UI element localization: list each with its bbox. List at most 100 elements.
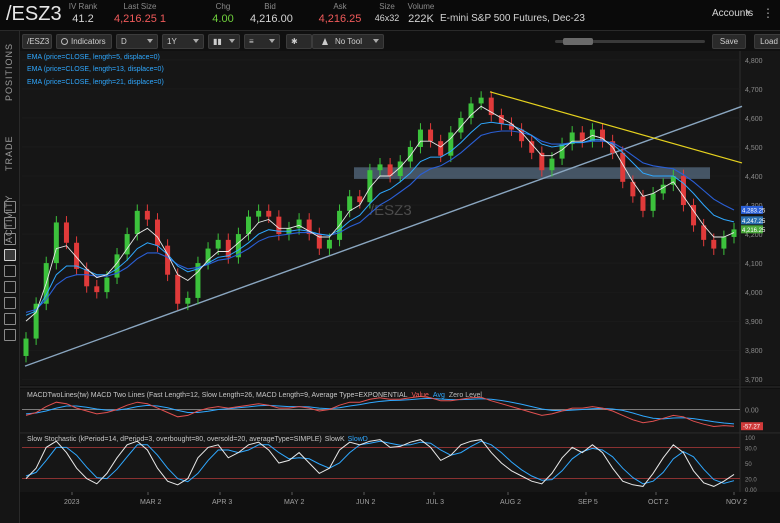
period-value: D (121, 37, 127, 46)
stochastic-tick-label: 0.00 (745, 488, 757, 494)
candle-body (104, 277, 110, 293)
price-chart[interactable]: /ESZ33,7003,8003,9004,0004,1004,2004,300… (20, 51, 780, 523)
candle-body (458, 117, 464, 133)
candle-body (387, 164, 393, 177)
drawing-select[interactable]: ≡ (244, 34, 280, 49)
tab-positions-label: POSITIONS (4, 42, 14, 101)
candle-body (114, 254, 120, 278)
ema21-line (25, 130, 735, 313)
macd-badge (741, 422, 763, 431)
ema13-line (25, 121, 735, 316)
y-tick-label: 4,000 (745, 290, 763, 297)
news-icon[interactable] (4, 217, 16, 229)
community-icon[interactable] (4, 297, 16, 309)
table-icon[interactable] (4, 281, 16, 293)
macd-value-label: Value (411, 392, 429, 399)
gear-icon (61, 38, 68, 45)
grid-icon[interactable] (4, 265, 16, 277)
symbol-field[interactable]: /ESZ3 (22, 34, 52, 49)
candle-body (63, 222, 69, 243)
x-tick-label: JUN 2 (356, 499, 376, 506)
period-select[interactable]: D (116, 34, 158, 49)
save-button[interactable]: Save (712, 34, 746, 49)
tools-button[interactable]: ✱ (286, 34, 312, 49)
chevron-down-icon (193, 39, 199, 43)
ema13-label[interactable]: EMA (price=CLOSE, length=13, displace=0) (27, 66, 164, 73)
candle-body (498, 115, 504, 124)
candle-body (306, 219, 312, 235)
x-tick-label: MAR 2 (140, 499, 162, 506)
candle-body (620, 152, 626, 182)
watchlist-icon[interactable] (4, 201, 16, 213)
symbol-title[interactable]: /ESZ3 (6, 3, 62, 25)
candle-body (478, 97, 484, 104)
zoom-slider[interactable] (555, 38, 705, 45)
chart-style-select[interactable]: ▮▮ (208, 34, 240, 49)
macd-zero-label: Zero Level (448, 392, 482, 399)
ask-value: 4,216.25 (318, 13, 362, 25)
candle-body (326, 239, 332, 249)
candle-body (316, 234, 322, 249)
macd-study-label[interactable]: MACDTwoLines(tw) MACD Two Lines (Fast Le… (27, 392, 482, 399)
candle-body (165, 245, 171, 275)
chart-icon[interactable] (4, 249, 16, 261)
candle-body (579, 132, 585, 142)
phone-icon[interactable] (4, 313, 16, 325)
candle-body (670, 176, 676, 185)
cursor-icon (322, 38, 328, 45)
candle-body (640, 196, 646, 211)
chevron-down-icon (229, 39, 235, 43)
candle-body (33, 303, 39, 339)
candle-body (134, 210, 140, 235)
calendar-icon[interactable] (4, 233, 16, 245)
range-select[interactable]: 1Y (162, 34, 204, 49)
size: Size 46x32 (373, 2, 401, 23)
volume-label: Volume (407, 2, 435, 11)
indicators-button[interactable]: Indicators (56, 34, 112, 49)
load-button[interactable]: Load (754, 34, 780, 49)
tool-select[interactable]: No Tool (312, 34, 384, 49)
resistance-trendline (489, 91, 743, 164)
candle-body (508, 123, 514, 130)
stochastic-panel (20, 434, 780, 492)
price-badge (741, 225, 763, 234)
chevron-down-icon (269, 39, 275, 43)
y-tick-label: 4,500 (745, 145, 763, 152)
tab-trade[interactable]: TRADE (0, 126, 20, 186)
price-badge (741, 216, 763, 225)
message-icon[interactable] (4, 329, 16, 341)
candle-body (175, 274, 181, 304)
candle-body (296, 219, 302, 229)
range-value: 1Y (167, 37, 177, 46)
ask-label: Ask (333, 2, 347, 11)
change: Chg 4.00 (208, 2, 238, 25)
candle-body (185, 297, 191, 304)
candle-body (367, 170, 373, 203)
indicators-label: Indicators (71, 37, 106, 46)
chart-area[interactable]: /ESZ33,7003,8003,9004,0004,1004,2004,300… (20, 51, 780, 523)
candle-icon: ▮▮ (213, 37, 222, 46)
macd-avg-line (25, 397, 735, 425)
stochastic-study-label[interactable]: Slow Stochastic (kPeriod=14, dPeriod=3, … (27, 436, 368, 443)
iv-rank-value: 41.2 (72, 13, 94, 25)
zoom-slider-handle[interactable] (563, 38, 593, 45)
x-tick-label: JUL 3 (426, 499, 444, 506)
chevron-down-icon[interactable]: ▼ (745, 10, 752, 17)
slowd-label: SlowD (347, 436, 368, 443)
candle-body (488, 97, 494, 116)
chart-toolbar: /ESZ3 Indicators D 1Y ▮▮ ≡ ✱ No Tool Sav… (20, 34, 780, 51)
tab-positions[interactable]: POSITIONS (0, 41, 20, 121)
ema5-label[interactable]: EMA (price=CLOSE, length=5, displace=0) (27, 54, 160, 61)
candle-body (266, 210, 272, 217)
accounts-menu[interactable]: Accounts (712, 8, 754, 19)
change-value: 4.00 (212, 13, 234, 25)
ema21-label[interactable]: EMA (price=CLOSE, length=21, displace=0) (27, 79, 164, 86)
candle-body (650, 193, 656, 211)
contract-description: E-mini S&P 500 Futures, Dec-23 (440, 13, 585, 24)
y-tick-label: 4,800 (745, 58, 763, 65)
more-menu-icon[interactable]: ⋮ (762, 6, 774, 20)
macd-avg-label: Avg (432, 392, 445, 399)
candle-body (438, 141, 444, 156)
candle-body (357, 196, 363, 203)
candle-body (74, 242, 80, 269)
